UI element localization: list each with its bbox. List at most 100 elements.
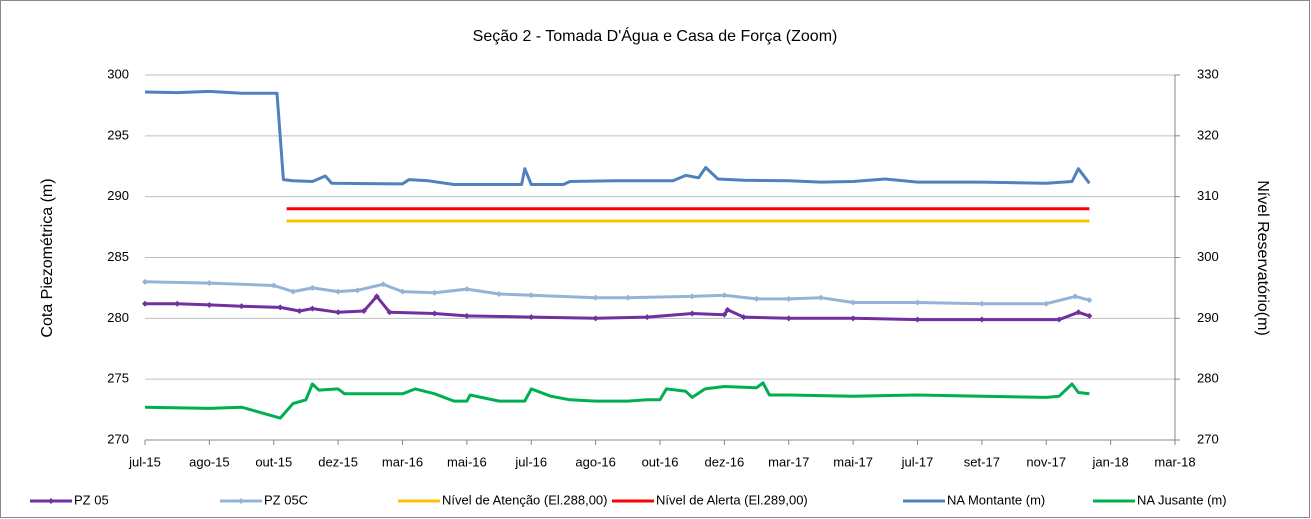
series-marker [309,284,316,291]
series-marker [624,294,631,301]
series-marker [380,281,387,288]
x-tick-label: mar-18 [1154,454,1195,469]
legend-marker [238,498,244,504]
series-marker [817,294,824,301]
series-marker [724,306,731,313]
series-marker [463,286,470,293]
series-marker [142,278,148,285]
series-marker [270,282,277,289]
series-marker [689,293,696,300]
series-marker [785,315,792,322]
y2-tick-label: 270 [1197,431,1219,446]
series-marker [785,295,792,302]
x-tick-label: jul-17 [901,454,934,469]
series-marker [386,309,393,316]
y2-tick-label: 280 [1197,371,1219,386]
series-marker [850,299,857,306]
x-tick-label: ago-16 [575,454,615,469]
series-marker [721,292,728,299]
y2-axis-title: Nível Reservatório(m) [1254,180,1271,336]
series-marker [463,312,470,319]
x-tick-label: out-15 [255,454,292,469]
series-marker [290,288,297,295]
series-marker [206,301,213,308]
x-tick-label: mar-17 [768,454,809,469]
series-marker [721,311,728,318]
y-tick-label: 285 [107,249,129,264]
series-marker [399,288,406,295]
y2-tick-label: 300 [1197,249,1219,264]
series-marker [978,316,985,323]
legend-label: Nível de Alerta (El.289,00) [656,492,808,507]
series-marker [1075,309,1082,316]
series-marker [528,292,535,299]
series-marker [354,287,361,294]
series-marker [360,308,367,315]
x-tick-label: mai-16 [447,454,487,469]
series-marker [335,309,342,316]
series-marker [277,304,284,311]
series-marker [496,291,503,297]
series-marker [1056,316,1063,323]
legend-marker [48,498,54,504]
series-marker [914,316,921,323]
chart-title: Seção 2 - Tomada D'Água e Casa de Força … [473,26,838,45]
series-marker [142,300,148,307]
y2-tick-label: 330 [1197,66,1219,81]
series-marker [373,293,380,300]
series-marker [978,300,985,307]
y-axis-title: Cota Piezométrica (m) [39,178,56,337]
series-line [144,381,1090,420]
y-tick-label: 280 [107,310,129,325]
series-marker [528,314,535,321]
x-tick-label: nov-17 [1026,454,1066,469]
series-line [144,280,1090,306]
series-marker [740,314,747,321]
series-marker [689,310,696,317]
y-tick-label: 275 [107,371,129,386]
series-marker [174,300,181,307]
y2-tick-label: 320 [1197,127,1219,142]
x-tick-label: dez-16 [705,454,745,469]
series-line [144,89,1091,186]
legend-label: PZ 05C [264,492,308,507]
series-marker [1086,312,1093,319]
y-tick-label: 300 [107,66,129,81]
series-marker [296,308,303,315]
series-marker [431,310,438,317]
series-marker [1043,300,1050,307]
y2-tick-label: 290 [1197,310,1219,325]
series-marker [206,280,213,287]
series-marker [914,299,921,306]
series-marker [753,295,760,302]
series-marker [309,305,316,312]
legend-label: NA Jusante (m) [1137,492,1227,507]
legend-label: Nível de Atenção (El.288,00) [442,492,608,507]
x-tick-label: jul-16 [514,454,547,469]
x-tick-label: out-16 [642,454,679,469]
x-tick-label: jan-18 [1092,454,1129,469]
y-tick-label: 295 [107,127,129,142]
x-tick-label: set-17 [964,454,1000,469]
legend-label: NA Montante (m) [947,492,1045,507]
series-marker [238,303,245,310]
y-tick-label: 290 [107,188,129,203]
series-marker [335,288,342,295]
series-marker [1086,297,1093,304]
legend-label: PZ 05 [74,492,109,507]
series-marker [592,294,599,301]
series-marker [592,315,599,322]
series-marker [431,289,438,296]
y2-tick-label: 310 [1197,188,1219,203]
series-marker [644,314,651,321]
series-marker [850,315,857,322]
x-tick-label: jul-15 [128,454,161,469]
x-tick-label: ago-15 [189,454,229,469]
x-tick-label: mar-16 [382,454,423,469]
x-tick-label: mai-17 [833,454,873,469]
x-tick-label: dez-15 [318,454,358,469]
y-tick-label: 270 [107,431,129,446]
series-marker [1072,293,1079,300]
